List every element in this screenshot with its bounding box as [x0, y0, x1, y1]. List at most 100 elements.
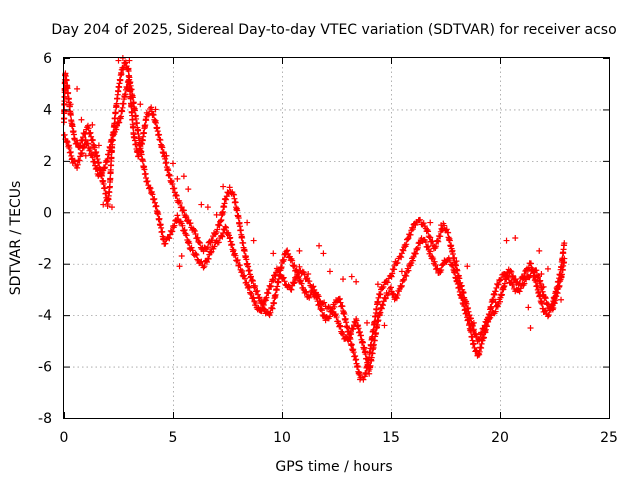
data-point	[232, 252, 239, 259]
data-point	[306, 294, 313, 301]
data-point	[310, 283, 317, 290]
data-point	[427, 234, 434, 241]
data-point	[425, 228, 432, 235]
data-point	[94, 166, 101, 173]
data-point	[190, 226, 197, 233]
data-point	[473, 330, 480, 337]
data-point	[249, 276, 256, 283]
data-point	[87, 129, 94, 136]
data-point	[289, 257, 296, 264]
data-point	[152, 106, 159, 113]
data-point	[380, 302, 387, 309]
data-point	[374, 281, 381, 288]
data-point	[521, 280, 528, 287]
data-point	[342, 335, 349, 342]
data-point	[256, 294, 263, 301]
y-tick-label: 4	[43, 102, 52, 118]
data-point	[204, 259, 211, 266]
y-tick-label: 0	[43, 205, 52, 221]
data-point	[192, 230, 199, 237]
data-point	[220, 183, 227, 190]
data-point	[180, 173, 187, 180]
data-point	[223, 196, 230, 203]
data-point	[269, 276, 276, 283]
y-tick-label: -2	[38, 257, 52, 273]
data-point	[405, 267, 412, 274]
data-point	[420, 220, 427, 227]
data-point	[337, 299, 344, 306]
data-point	[89, 154, 96, 161]
data-point	[85, 125, 92, 132]
data-point	[223, 193, 230, 200]
data-point	[209, 237, 216, 244]
data-point	[301, 271, 308, 278]
data-point	[239, 267, 246, 274]
data-point	[183, 213, 190, 220]
data-point	[186, 240, 193, 247]
data-point	[215, 239, 222, 246]
data-point	[433, 243, 440, 250]
data-point	[340, 276, 347, 283]
data-point	[148, 108, 155, 115]
plot-frame	[63, 57, 610, 419]
data-point	[510, 281, 517, 288]
data-point	[267, 309, 274, 316]
data-point	[98, 172, 105, 179]
data-point	[166, 235, 173, 242]
y-tick-label: -8	[38, 411, 52, 427]
data-point	[497, 277, 503, 284]
data-point	[437, 233, 444, 240]
data-point	[84, 140, 91, 147]
data-point	[251, 284, 258, 291]
data-point	[409, 257, 416, 264]
data-point	[169, 180, 176, 187]
data-point	[525, 304, 532, 311]
data-point	[86, 130, 93, 137]
data-point	[512, 235, 519, 241]
data-point	[116, 119, 123, 126]
data-point	[353, 278, 360, 285]
data-point	[236, 262, 243, 269]
data-point	[398, 268, 405, 275]
data-point	[320, 250, 327, 257]
data-point	[453, 258, 460, 265]
data-point	[178, 253, 185, 259]
data-point	[270, 277, 277, 284]
data-point	[478, 330, 485, 337]
data-point	[337, 323, 344, 330]
data-point	[332, 311, 339, 318]
data-point	[389, 270, 396, 277]
data-point	[377, 291, 384, 298]
data-point	[181, 226, 188, 233]
data-point	[198, 201, 205, 208]
data-point	[246, 284, 253, 291]
data-point	[270, 250, 277, 257]
data-point	[78, 116, 85, 123]
data-point	[305, 271, 312, 277]
data-point	[511, 276, 518, 283]
data-point	[495, 281, 502, 288]
data-point	[331, 303, 338, 310]
data-point	[71, 158, 78, 165]
data-point	[193, 251, 200, 258]
data-point	[398, 284, 405, 291]
data-point	[122, 59, 129, 66]
x-tick-label: 25	[600, 430, 618, 446]
data-point	[185, 186, 192, 193]
data-point	[144, 178, 151, 185]
data-point	[345, 336, 352, 343]
data-point	[280, 274, 287, 281]
data-point	[374, 298, 381, 305]
data-point	[166, 171, 173, 178]
data-point	[533, 267, 540, 274]
data-point	[390, 290, 397, 297]
data-point	[79, 134, 86, 141]
data-point	[89, 151, 96, 158]
data-point	[150, 111, 157, 118]
data-point	[288, 286, 295, 293]
data-point	[326, 268, 333, 275]
data-point	[542, 293, 549, 300]
data-point	[205, 255, 212, 262]
data-point	[296, 263, 303, 270]
data-point	[169, 228, 176, 235]
